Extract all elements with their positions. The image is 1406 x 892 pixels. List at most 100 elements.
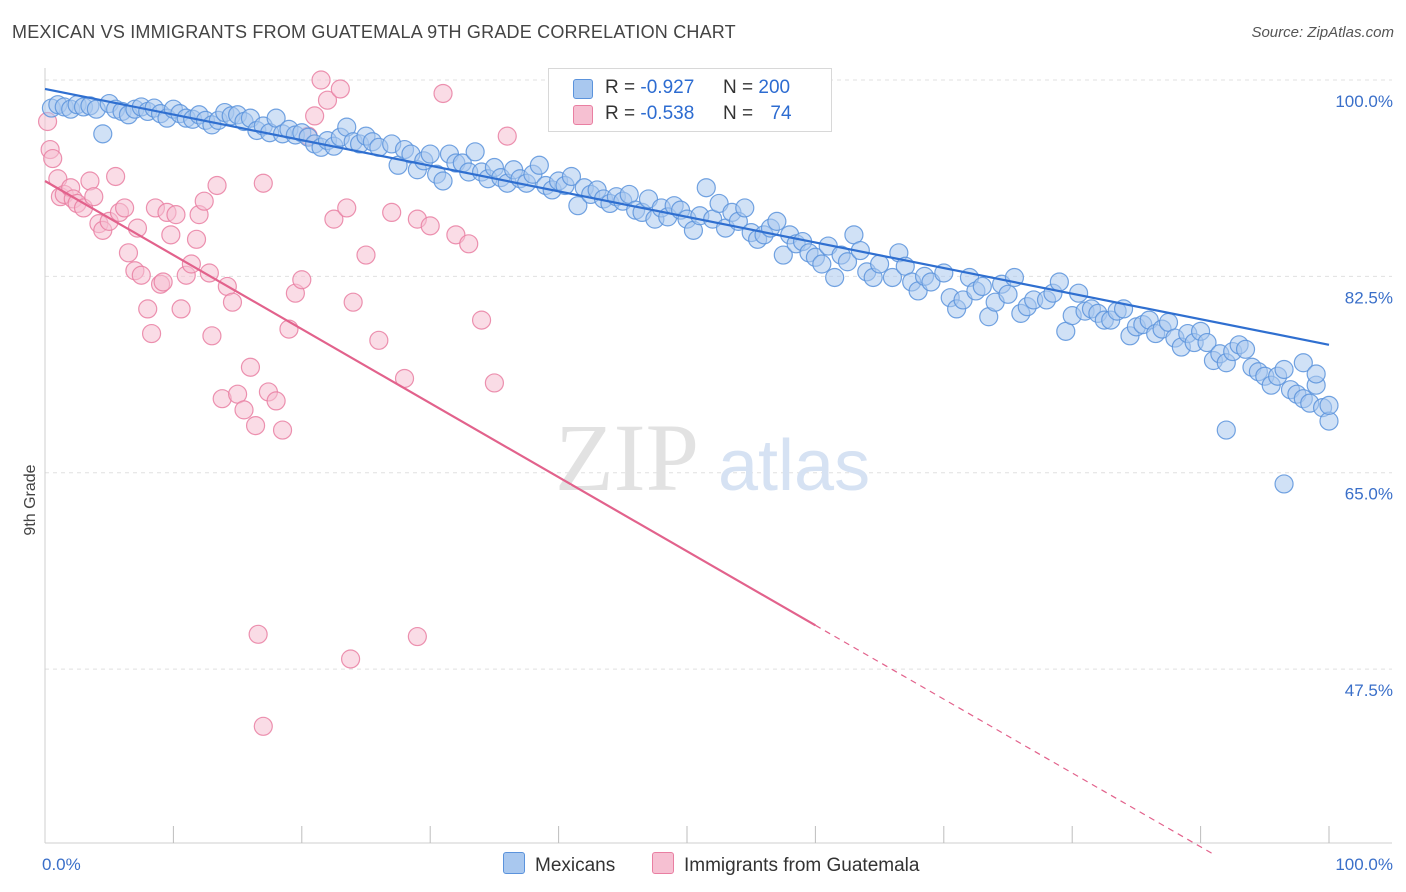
mexicans-point [1293,353,1313,373]
mexicans-point [568,196,588,216]
y-tick-label: 100.0% [1335,92,1393,111]
guatemala-point [420,216,440,236]
mexicans-point [1274,359,1294,380]
guatemala-point [343,292,363,312]
mexicans-point [465,142,485,162]
chart-title: MEXICAN VS IMMIGRANTS FROM GUATEMALA 9TH… [12,22,736,42]
axes: 100.0% 82.5% 65.0% 47.5% 0.0% 100.0% [42,68,1393,874]
guatemala-point [138,299,158,319]
mexicans-point [1049,272,1069,292]
watermark: ZIP atlas [555,404,870,511]
bottom-legend-label-mexicans: Mexicans [535,855,616,876]
guatemala-point [234,400,254,420]
guatemala-point [161,225,181,245]
y-tick-label: 82.5% [1345,288,1393,307]
watermark-atlas: atlas [718,426,870,506]
guatemala-point [245,415,266,436]
guatemala-point [222,292,243,312]
x-tick-label: 0.0% [42,855,81,874]
guatemala-point [382,202,402,223]
mexicans-point [998,284,1018,304]
guatemala-point [207,175,227,196]
guatemala-point [118,243,139,263]
legend-swatch-mexicans [573,79,593,99]
mexicans-point [561,166,582,187]
guatemala-point [340,649,361,669]
guatemala-point [106,166,126,187]
mexicans-point [93,124,113,144]
legend-n-label: N = [723,77,754,98]
guatemala-point [253,173,273,193]
trend-lines [44,87,1330,855]
guatemala-point [311,70,331,90]
mexicans-point [1216,420,1236,440]
guatemala-point [484,373,504,393]
guatemala-point [292,270,312,290]
mexicans-trend-line [44,87,1330,346]
watermark-zip: ZIP [555,404,699,511]
guatemala-point [194,191,214,211]
mexicans-point [812,254,832,274]
mexicans-point [837,252,858,272]
bottom-legend-label-guatemala: Immigrants from Guatemala [684,855,920,876]
mexicans-point [735,198,755,218]
guatemala-point [84,187,104,207]
y-axis-label: 9th Grade [22,464,39,535]
legend-n-label: N = [723,103,754,124]
x-tick-label: 100.0% [1335,855,1393,874]
mexicans-point [1306,364,1326,384]
guatemala-point [330,79,350,99]
guatemala-point [43,148,63,169]
mexicans-point [1235,339,1256,359]
guatemala-point [497,126,517,146]
guatemala-point [141,323,162,344]
series-guatemala-points [37,70,517,736]
legend-n-value: 74 [770,103,792,124]
guatemala-point [433,83,453,104]
guatemala-point [153,272,173,292]
guatemala-point [115,198,135,218]
bottom-legend-swatch-mexicans [503,852,525,874]
guatemala-point [369,330,389,350]
mexicans-point [1197,332,1217,353]
y-tick-label: 47.5% [1345,681,1393,700]
guatemala-point [356,245,376,265]
guatemala-point [171,299,191,319]
mexicans-point [972,276,992,297]
mexicans-point [420,144,440,164]
bottom-legend-guatemala: Immigrants from Guatemala [652,852,919,877]
guatemala-point [407,626,427,647]
guatemala-point [131,265,151,285]
legend: R = -0.927 N = 200 R = -0.538 N = 74 [548,68,832,132]
legend-swatch-guatemala [573,105,593,125]
guatemala-point [253,716,273,736]
guatemala-trend-extension [815,624,1214,855]
guatemala-point [324,209,344,229]
mexicans-point [869,254,890,274]
bottom-legend-mexicans: Mexicans [503,852,615,877]
guatemala-point [337,198,357,218]
legend-r-label: R = [605,77,636,98]
mexicans-point [767,211,787,231]
mexicans-point [529,155,549,175]
mexicans-point [433,171,453,191]
guatemala-trend-line [44,180,816,627]
guatemala-point [272,420,293,440]
mexicans-point [1274,474,1294,494]
source-label: Source: ZipAtlas.com [1251,24,1394,41]
legend-n-value: 200 [758,77,791,98]
legend-r-value: -0.538 [640,103,695,124]
mexicans-point [1319,395,1339,415]
guatemala-point [202,326,222,346]
guatemala-point [266,391,286,411]
mexicans-point [825,267,845,288]
bottom-legend-swatch-guatemala [652,852,674,874]
guatemala-point [471,310,492,330]
guatemala-point [305,106,325,126]
guatemala-point [186,229,207,249]
y-tick-label: 65.0% [1345,485,1393,504]
mexicans-point [882,267,903,288]
guatemala-point [240,357,261,377]
mexicans-point [773,245,793,265]
